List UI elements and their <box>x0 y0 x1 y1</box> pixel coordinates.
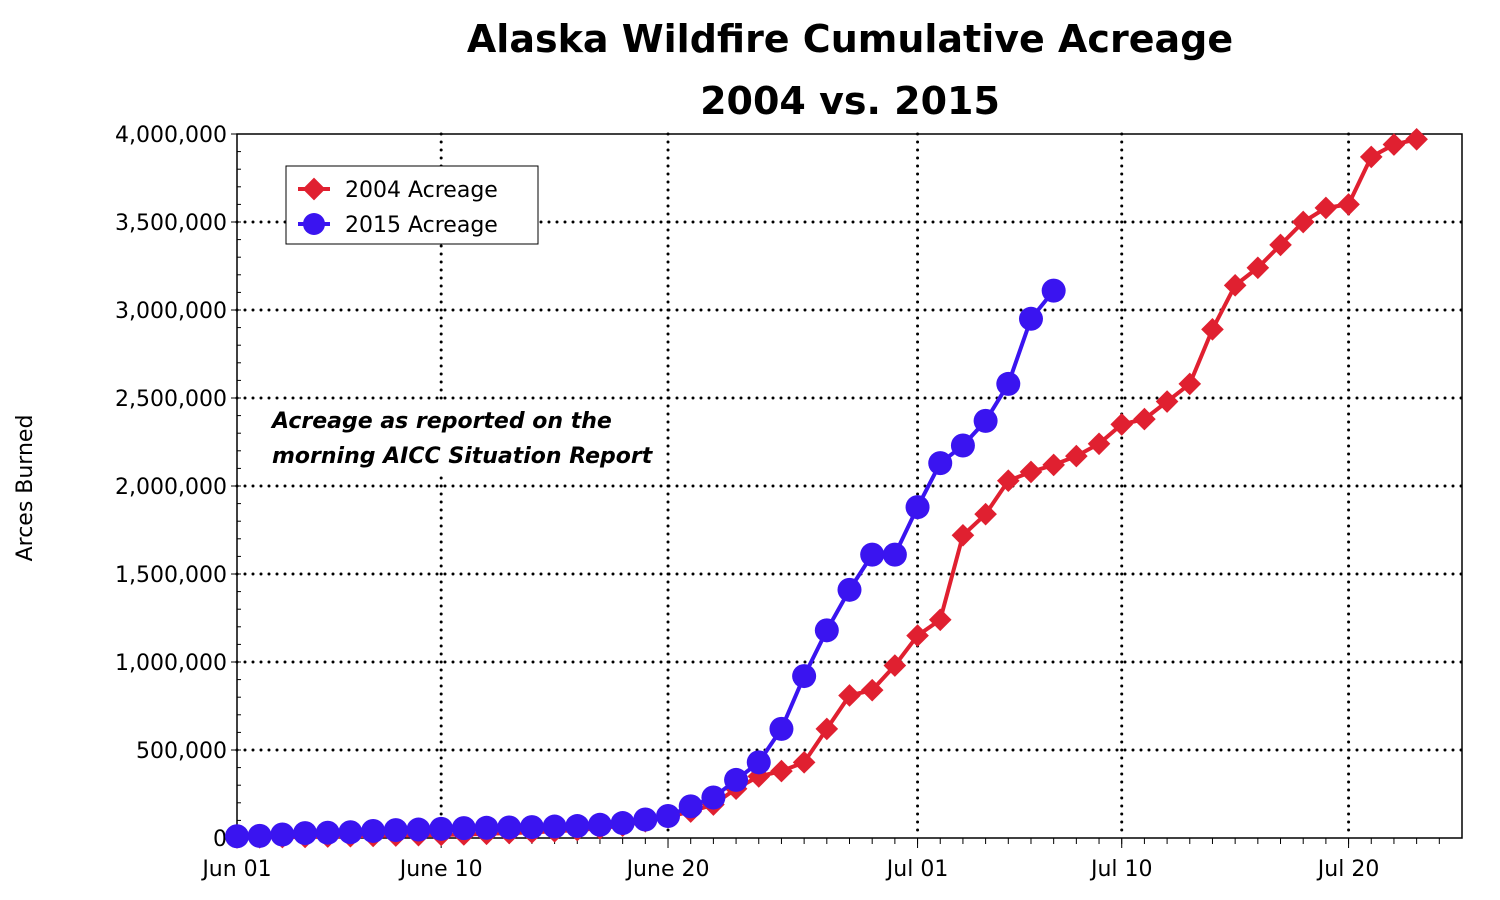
data-point-2004 <box>1314 196 1338 220</box>
data-point-2004 <box>1178 372 1202 396</box>
y-tick-label: 2,500,000 <box>115 387 227 412</box>
legend-2004: 2004 Acreage <box>345 178 498 203</box>
data-point-2015 <box>633 807 658 832</box>
data-point-2015 <box>429 816 454 841</box>
x-tick-label: Jul 20 <box>1316 857 1380 882</box>
data-point-2015 <box>610 811 635 836</box>
data-point-2015 <box>973 408 998 433</box>
data-point-2004 <box>1065 444 1088 468</box>
chart-subtitle: 2004 vs. 2015 <box>700 79 1000 123</box>
data-point-2015 <box>769 716 794 741</box>
data-point-2004 <box>1246 256 1270 280</box>
data-point-2015 <box>315 820 340 845</box>
data-point-2015 <box>587 812 612 837</box>
data-point-2004 <box>770 759 793 783</box>
data-point-2015 <box>270 822 295 847</box>
data-point-2004 <box>1042 453 1065 477</box>
data-point-2015 <box>338 820 363 845</box>
annotation-line-1: Acreage as reported on the <box>270 409 612 434</box>
data-point-2015 <box>814 618 839 643</box>
data-point-2015 <box>474 815 499 840</box>
data-point-2015 <box>497 815 522 840</box>
data-point-2004 <box>1405 127 1428 151</box>
data-point-2015 <box>1041 278 1066 303</box>
x-tick-label: June 20 <box>625 857 710 882</box>
data-point-2015 <box>247 823 272 848</box>
data-point-2004 <box>951 523 975 547</box>
data-point-2015 <box>656 804 681 828</box>
data-point-2015 <box>996 371 1021 396</box>
data-point-2015 <box>950 433 975 458</box>
data-point-2004 <box>1223 274 1247 297</box>
data-point-2015 <box>837 577 862 602</box>
x-tick-label: Jun 01 <box>200 857 271 882</box>
data-point-2015 <box>746 750 771 775</box>
data-point-2015 <box>519 815 544 840</box>
data-point-2004 <box>1337 193 1360 216</box>
data-point-2015 <box>383 818 408 843</box>
data-point-2015 <box>928 451 953 476</box>
y-tick-label: 0 <box>213 827 227 852</box>
data-point-2004 <box>1110 413 1134 436</box>
y-tick-label: 1,500,000 <box>115 563 227 588</box>
data-point-2015 <box>451 816 476 841</box>
x-tick-label: Jul 10 <box>1089 857 1153 882</box>
data-point-2004 <box>1201 318 1224 341</box>
data-point-2015 <box>678 794 703 819</box>
series-line-2015 <box>236 289 1056 839</box>
data-point-2015 <box>565 814 590 839</box>
y-axis-label: Arces Burned <box>13 415 38 562</box>
data-point-2004 <box>1087 432 1111 456</box>
data-point-2015 <box>542 814 567 839</box>
data-point-2015 <box>225 824 249 849</box>
y-tick-label: 1,000,000 <box>115 651 227 676</box>
y-tick-label: 2,000,000 <box>115 475 227 500</box>
data-point-2004 <box>996 469 1020 493</box>
data-point-2004 <box>906 624 929 647</box>
annotation-line-2: morning AICC Situation Report <box>272 444 654 469</box>
annotation: Acreage as reported on the morning AICC … <box>262 400 654 476</box>
x-tick-label: June 10 <box>398 857 483 882</box>
data-point-2015 <box>792 664 817 689</box>
data-point-2015 <box>882 542 907 567</box>
data-point-2015 <box>905 495 930 520</box>
data-point-2015 <box>406 817 431 842</box>
data-point-2004 <box>792 751 816 774</box>
data-point-2015 <box>724 767 749 792</box>
data-point-2015 <box>361 818 386 843</box>
data-point-2004 <box>928 608 952 632</box>
legend-2015: 2015 Acreage <box>345 213 498 238</box>
data-point-2004 <box>1133 407 1156 431</box>
y-tick-label: 3,000,000 <box>115 299 227 324</box>
data-point-2004 <box>1019 460 1043 484</box>
y-tick-label: 3,500,000 <box>115 211 227 236</box>
data-point-2004 <box>1359 145 1383 169</box>
chart-title: Alaska Wildfire Cumulative Acreage <box>467 17 1233 61</box>
data-point-2004 <box>1382 133 1406 156</box>
legend: 2004 Acreage 2015 Acreage <box>285 165 539 245</box>
data-point-2004 <box>883 654 907 677</box>
data-point-2015 <box>1018 306 1043 331</box>
data-point-2015 <box>293 821 318 846</box>
data-point-2004 <box>860 678 884 702</box>
y-tick-label: 500,000 <box>136 739 227 764</box>
data-point-2004 <box>1155 390 1179 413</box>
data-point-2004 <box>838 684 861 707</box>
data-point-2015 <box>701 785 726 810</box>
y-tick-label: 4,000,000 <box>115 123 227 148</box>
data-point-2004 <box>815 717 839 741</box>
legend-circle-icon <box>303 213 325 235</box>
data-point-2015 <box>860 542 885 567</box>
x-tick-label: Jul 01 <box>885 857 949 882</box>
